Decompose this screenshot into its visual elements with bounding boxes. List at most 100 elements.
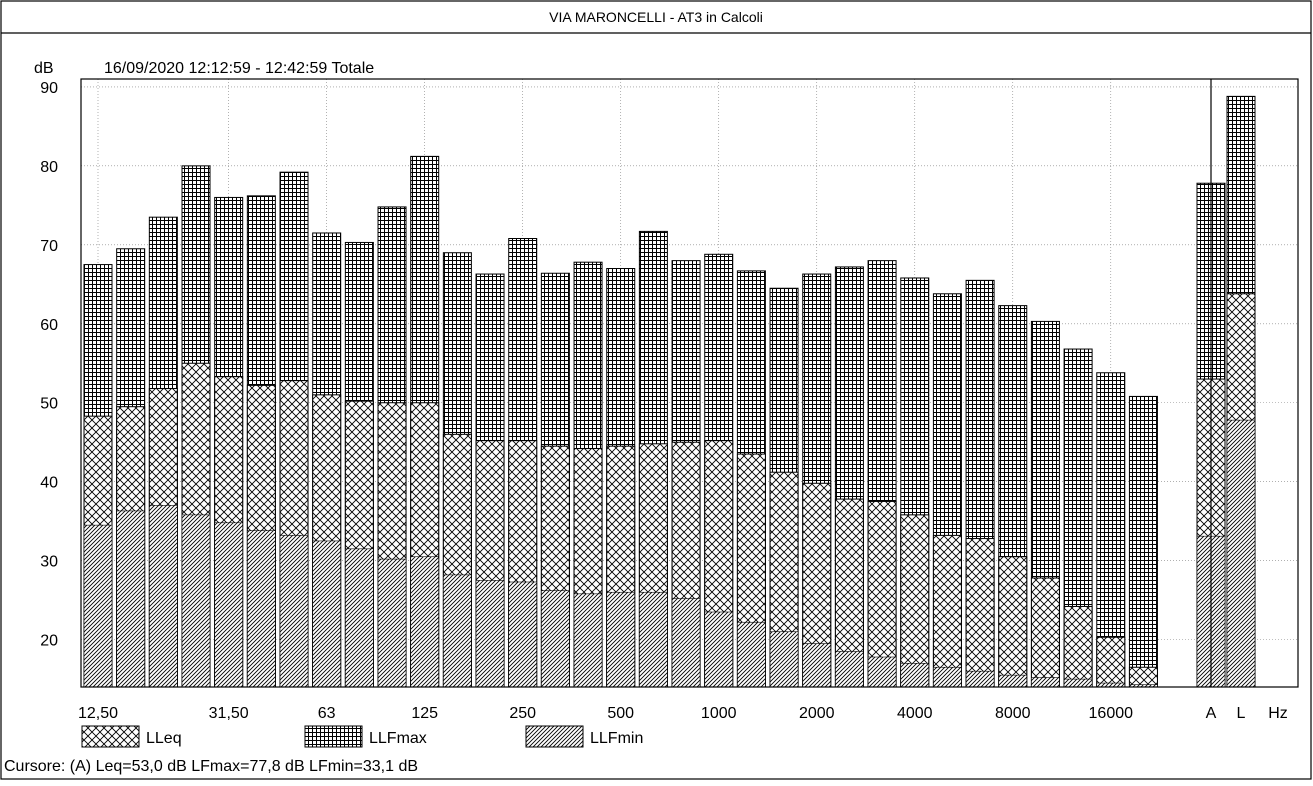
bar-group-1600[interactable] <box>769 287 799 688</box>
bar-lleq <box>900 514 930 688</box>
x-tick-label: 2000 <box>799 705 835 722</box>
bars <box>83 95 1256 688</box>
chart-subtitle: 16/09/2020 12:12:59 - 12:42:59 Totale <box>104 60 374 77</box>
y-tick-label: 50 <box>40 396 58 413</box>
bar-llfmin <box>410 556 440 688</box>
bar-llfmin <box>149 505 178 688</box>
x-tick-label: L <box>1237 705 1246 722</box>
bar-llfmin <box>867 656 897 688</box>
x-tick-label: 16000 <box>1089 705 1134 722</box>
bar-llfmin <box>639 591 668 688</box>
bar-group-2000[interactable] <box>802 273 832 688</box>
legend-label-llfmax: LLFmax <box>369 730 427 747</box>
bar-group-63[interactable] <box>312 232 342 688</box>
x-tick-label: 4000 <box>897 705 933 722</box>
legend-item-lleq: LLeq <box>81 725 182 748</box>
bar-lleq <box>965 538 995 688</box>
bar-group-l[interactable] <box>1226 95 1256 688</box>
bar-group-100[interactable] <box>377 206 407 688</box>
bar-group-40[interactable] <box>246 195 276 688</box>
x-tick-label: 8000 <box>995 705 1031 722</box>
x-tick-label: 1000 <box>701 705 737 722</box>
bar-llfmin <box>83 524 113 688</box>
y-tick-label: 30 <box>40 554 58 571</box>
cursor-readout: Cursore: (A) Leq=53,0 dB LFmax=77,8 dB L… <box>4 758 418 775</box>
legend-item-llfmax: LLFmax <box>304 725 427 748</box>
bar-group-50[interactable] <box>279 171 309 688</box>
bar-group-630[interactable] <box>638 230 668 688</box>
bar-group-16[interactable] <box>116 248 146 688</box>
y-axis-ticks: 20 30 40 50 60 70 80 90 <box>40 80 58 650</box>
bar-lleq <box>1063 605 1093 688</box>
y-tick-label: 80 <box>40 159 58 176</box>
x-axis-unit: Hz <box>1268 705 1288 722</box>
bar-llfmin <box>214 522 243 688</box>
bar-group-800[interactable] <box>671 260 701 688</box>
bar-llfmin <box>247 530 276 688</box>
bar-llfmin <box>704 611 734 688</box>
bar-llfmin <box>541 590 570 688</box>
bar-group-25[interactable] <box>181 165 211 688</box>
bar-llfmax <box>1096 372 1126 688</box>
bar-group-31-50[interactable] <box>214 196 244 688</box>
bar-llfmin <box>1031 677 1060 688</box>
bar-llfmin <box>1226 419 1256 688</box>
bar-group-80[interactable] <box>344 241 374 688</box>
bar-lleq <box>867 500 897 688</box>
bar-llfmin <box>933 666 962 688</box>
legend-label-llfmin: LLFmin <box>590 730 643 747</box>
x-tick-label: 250 <box>509 705 536 722</box>
bar-llfmin <box>377 558 407 688</box>
bar-group-4000[interactable] <box>900 277 930 688</box>
legend-label-lleq: LLeq <box>146 730 182 747</box>
y-tick-label: 70 <box>40 238 58 255</box>
bar-llfmin <box>802 643 832 688</box>
bar-group-1250[interactable] <box>736 270 766 688</box>
x-axis-ticks: 12,50 31,50 63 125 250 500 1000 2000 4000 8000 160… <box>78 705 1246 722</box>
bar-group-250[interactable] <box>508 238 538 688</box>
legend-swatch-lleq <box>81 725 140 748</box>
bar-lleq <box>1096 636 1126 688</box>
bar-lleq <box>1030 577 1060 688</box>
y-tick-label: 60 <box>40 317 58 334</box>
x-tick-label: 500 <box>607 705 634 722</box>
bar-group-1000[interactable] <box>704 253 734 688</box>
bar-llfmin <box>965 670 995 688</box>
bar-group-20000[interactable] <box>1128 395 1158 688</box>
bar-llfmin <box>312 540 341 688</box>
plot-frame <box>80 78 1299 688</box>
bar-group-16000[interactable] <box>1096 372 1126 688</box>
bar-group-10000[interactable] <box>1030 320 1060 688</box>
bar-group-6300[interactable] <box>965 279 995 688</box>
x-tick-label: 12,50 <box>78 705 118 722</box>
bar-llfmin <box>606 591 636 688</box>
bar-group-160[interactable] <box>442 252 472 688</box>
bar-group-8000[interactable] <box>998 305 1028 688</box>
legend-swatch-llfmax <box>304 725 363 748</box>
bar-llfmin <box>116 510 145 688</box>
chart-title: VIA MARONCELLI - AT3 in Calcoli <box>549 9 763 25</box>
bar-group-2500[interactable] <box>834 266 864 688</box>
bar-llfmin <box>998 674 1028 688</box>
bar-group-3150[interactable] <box>867 260 897 688</box>
bar-llfmax <box>1128 395 1158 688</box>
bar-llfmin <box>769 631 799 688</box>
bar-group-500[interactable] <box>606 268 636 688</box>
bar-group-125[interactable] <box>410 155 440 688</box>
bar-group-400[interactable] <box>573 261 603 688</box>
bar-llfmin <box>443 574 472 688</box>
bar-llfmin <box>475 580 505 688</box>
bar-group-20[interactable] <box>148 216 178 688</box>
bar-group-315[interactable] <box>540 272 570 688</box>
bar-group-12-50[interactable] <box>83 264 113 688</box>
bar-group-12500[interactable] <box>1063 348 1093 688</box>
legend: LLeq LLFmax LLFmin <box>81 725 643 748</box>
bar-llfmin <box>1063 678 1093 688</box>
bar-group-5000[interactable] <box>932 293 962 688</box>
bar-group-200[interactable] <box>475 273 505 688</box>
y-tick-label: 90 <box>40 80 58 97</box>
x-tick-label: 125 <box>411 705 438 722</box>
bar-llfmin <box>181 514 211 688</box>
